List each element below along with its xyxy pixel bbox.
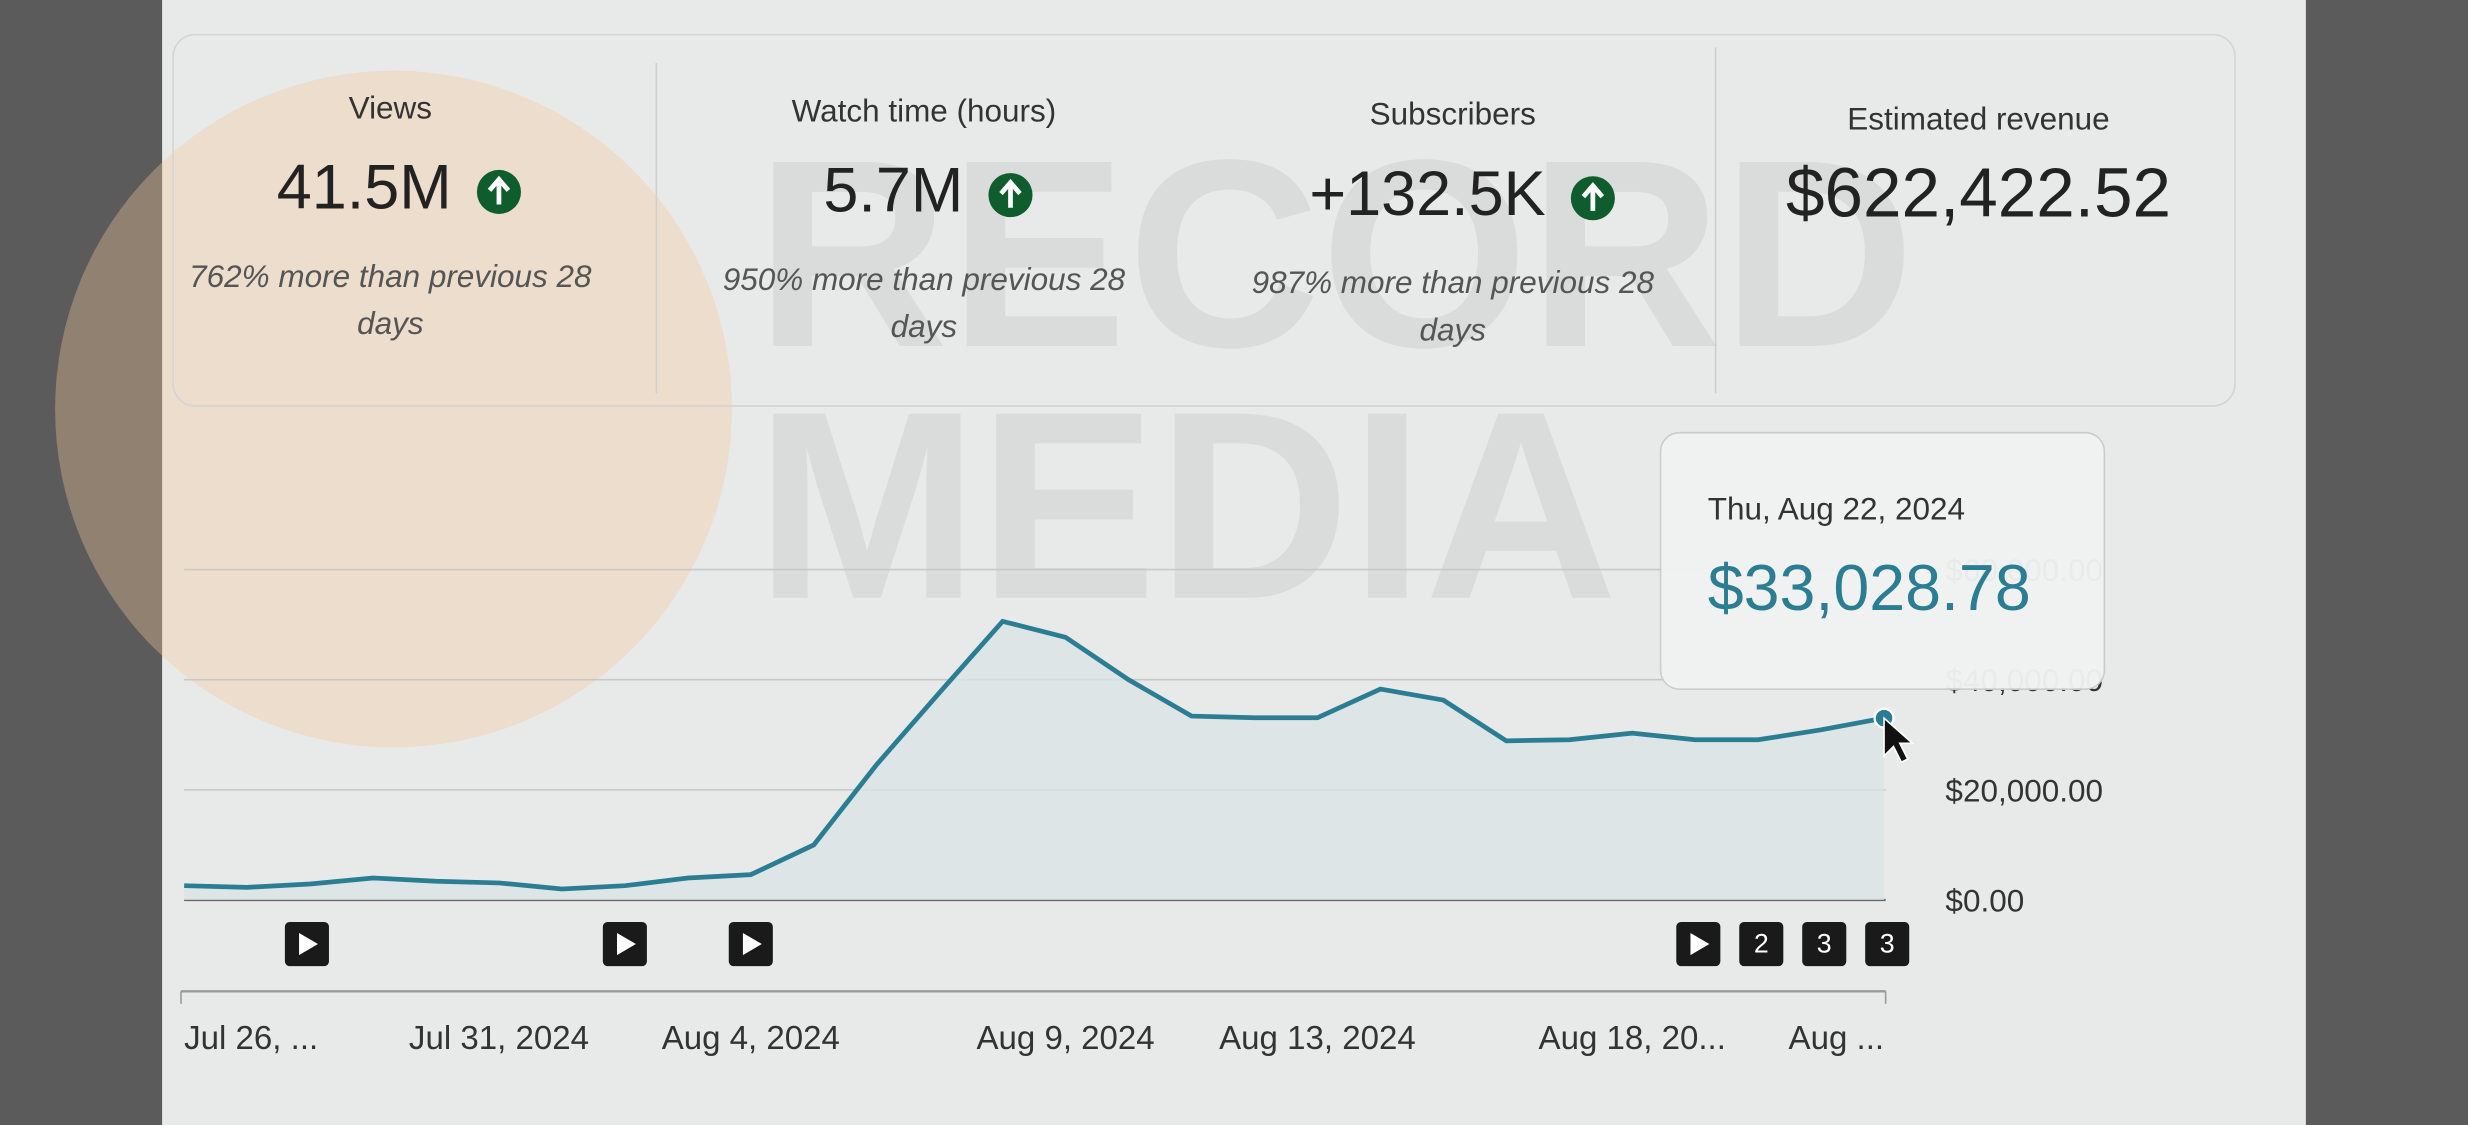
stat-value: 5.7M [823, 156, 963, 226]
cursor [1883, 716, 1915, 764]
play-icon [299, 933, 318, 956]
x-tick-label: Jul 31, 2024 [409, 1020, 589, 1057]
stat-label: Views [349, 90, 432, 125]
x-tick-label: Aug 18, 20... [1539, 1020, 1726, 1057]
area [184, 621, 1885, 900]
x-tick-label: Aug 4, 2024 [662, 1020, 840, 1057]
x-tick-label: Jul 26, ... [184, 1020, 318, 1057]
stat-label: Estimated revenue [1847, 101, 2109, 136]
x-tick-label: Aug ... [1789, 1020, 1885, 1057]
tooltip [1659, 431, 2106, 690]
tooltip-value: $33,028.78 [1708, 552, 2031, 624]
watermark-text: MEDIA [756, 356, 1618, 655]
y-tick-label: $20,000.00 [1945, 773, 2103, 808]
stat-value: $622,422.52 [1786, 154, 2171, 232]
up-arrow [487, 175, 511, 205]
video-count: 3 [1817, 929, 1832, 959]
watermark-text: RECORD [756, 104, 1916, 403]
watermark-logo [55, 70, 732, 748]
video-count: 2 [1754, 929, 1769, 959]
stat-change: 762% more than previous 28 [189, 259, 592, 294]
video-marker [1802, 922, 1847, 967]
stat-change: days [891, 309, 958, 344]
line [184, 618, 1885, 892]
video-marker [1739, 922, 1784, 967]
stat-change: 987% more than previous 28 [1252, 265, 1655, 300]
y-tick-label: $0.00 [1945, 883, 2024, 918]
play-icon [617, 933, 636, 956]
stat-label: Watch time (hours) [792, 94, 1057, 129]
stat-label: Subscribers [1370, 97, 1536, 132]
video-count: 3 [1880, 929, 1895, 959]
stats-card [172, 33, 2236, 407]
stat-change: days [1420, 312, 1487, 347]
play-icon [742, 933, 762, 956]
play-icon [1690, 933, 1710, 956]
stats: Views 41.5M 762% more than previous 28 days… [189, 90, 2171, 347]
tooltip-date: Thu, Aug 22, 2024 [1708, 492, 1965, 527]
video-marker [1865, 922, 1910, 967]
stat-change: 950% more than previous 28 [723, 262, 1126, 297]
stat-change: days [357, 306, 424, 341]
stat-value: +132.5K [1309, 159, 1545, 229]
up-arrow [1581, 182, 1605, 211]
up-arrow [999, 178, 1022, 208]
x-tick-label: Aug 13, 2024 [1219, 1020, 1416, 1057]
x-tick-label: Aug 9, 2024 [976, 1020, 1154, 1057]
stat-value: 41.5M [277, 153, 452, 223]
